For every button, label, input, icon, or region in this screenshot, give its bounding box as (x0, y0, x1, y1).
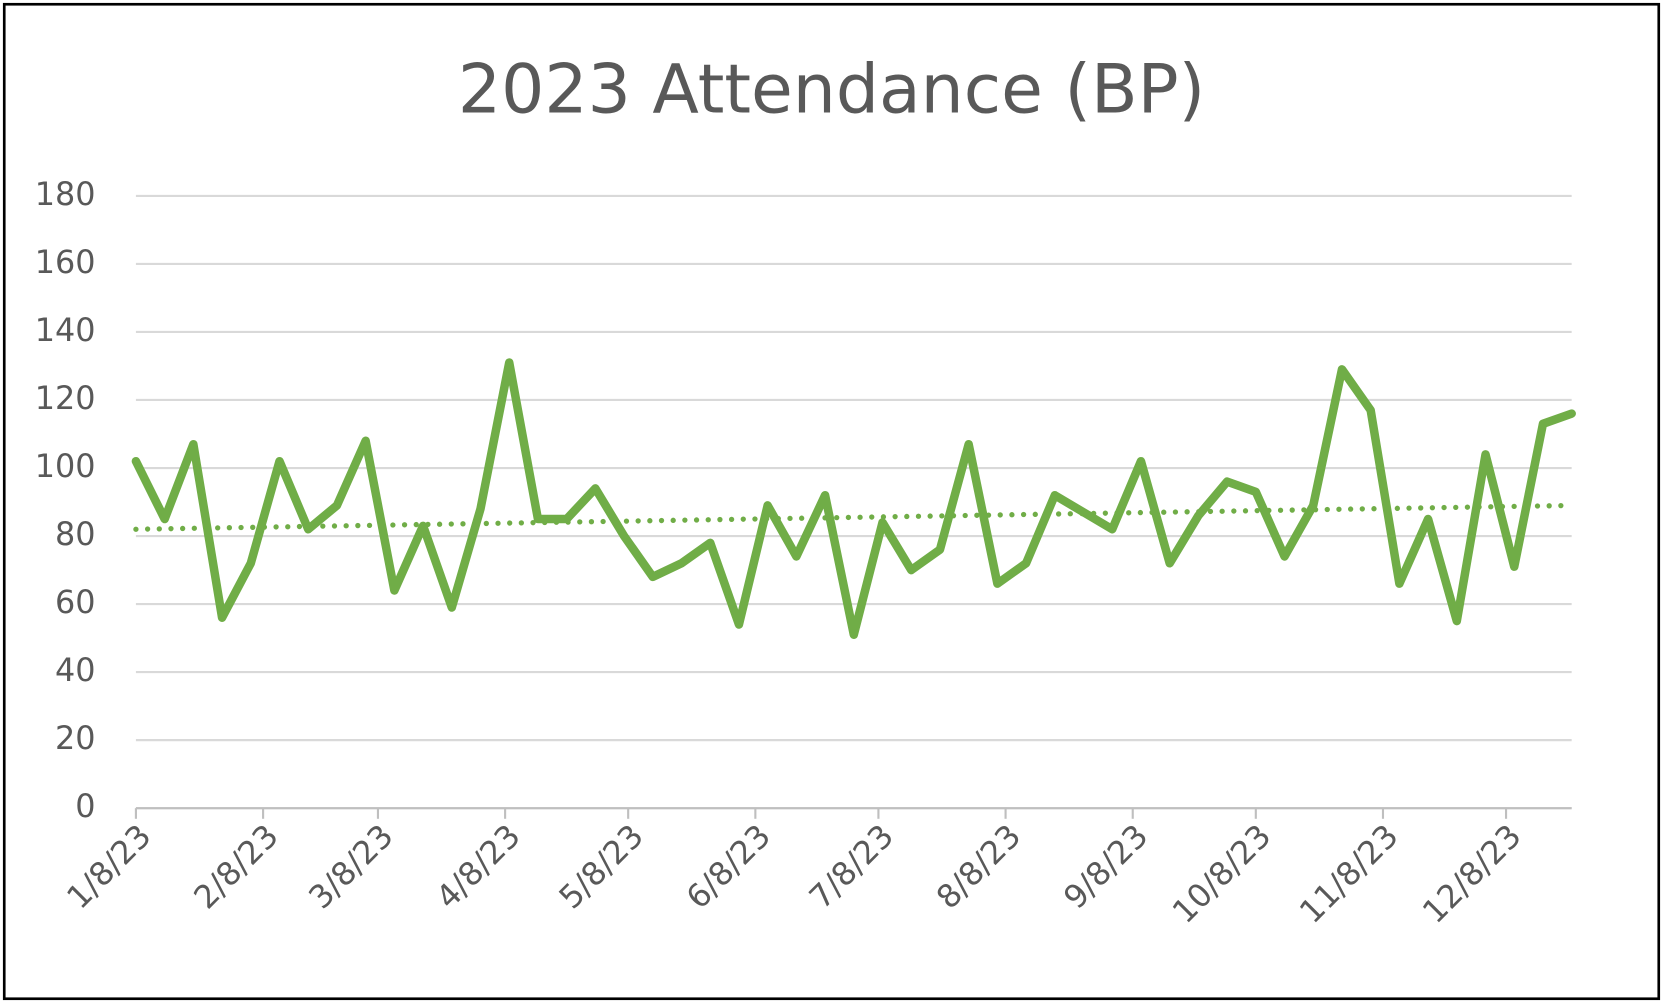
y-tick-label: 180 (35, 175, 96, 213)
y-tick-label: 80 (55, 515, 96, 553)
y-tick-label: 160 (35, 243, 96, 281)
y-tick-label: 60 (55, 583, 96, 621)
y-tick-label: 20 (55, 719, 96, 757)
y-tick-label: 140 (35, 311, 96, 349)
data-line (131, 358, 1576, 639)
y-tick-label: 100 (35, 447, 96, 485)
y-tick-label: 120 (35, 379, 96, 417)
y-tick-label: 0 (75, 787, 95, 825)
y-tick-label: 40 (55, 651, 96, 689)
chart-title: 2023 Attendance (BP) (458, 50, 1205, 129)
